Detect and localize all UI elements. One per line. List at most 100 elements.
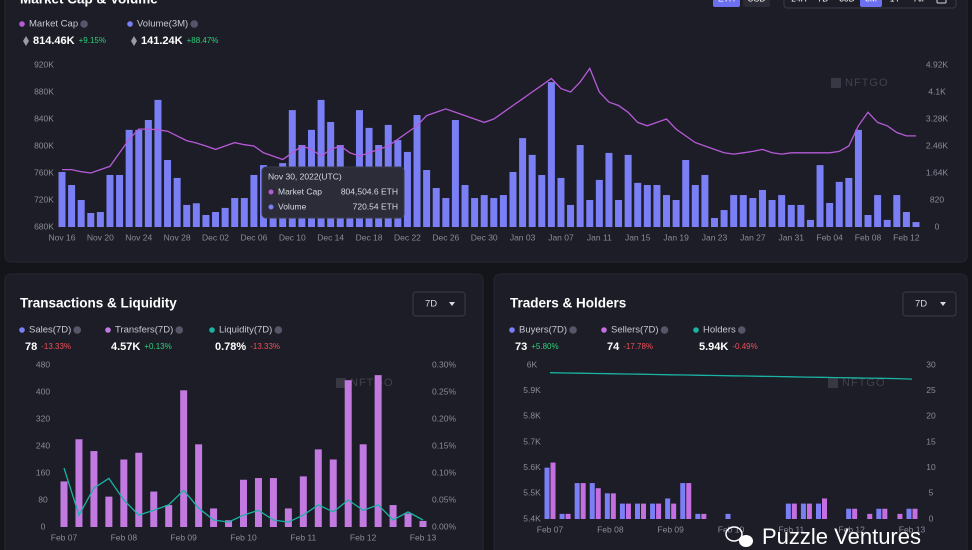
y2-tick-label: 5 xyxy=(929,488,934,498)
x-tick-label: Jan 19 xyxy=(663,232,689,242)
bar xyxy=(897,513,903,519)
info-icon xyxy=(73,326,82,334)
bar xyxy=(797,204,805,227)
bar xyxy=(589,483,595,519)
y-tick-label: 400 xyxy=(36,386,50,396)
bar xyxy=(480,195,488,227)
bar xyxy=(686,483,692,519)
legend-name: Transfers(7D) xyxy=(115,325,173,336)
x-tick-label: Jan 03 xyxy=(510,232,536,242)
legend-stat: 4.57K xyxy=(111,341,140,353)
bar xyxy=(106,174,114,227)
bar xyxy=(785,503,791,519)
bar xyxy=(519,138,527,227)
x-tick-label: Feb 13 xyxy=(410,532,437,542)
bar xyxy=(344,380,352,527)
bar xyxy=(565,513,571,519)
x-tick-label: Feb 09 xyxy=(170,532,197,542)
tooltip-box xyxy=(261,166,405,219)
bar xyxy=(538,174,546,227)
line xyxy=(549,372,913,380)
bar xyxy=(864,214,872,227)
legend-stat: 141.24K xyxy=(141,35,183,47)
tooltip-title: Nov 30, 2022(UTC) xyxy=(268,171,342,181)
bar xyxy=(403,151,411,227)
dropdown[interactable] xyxy=(902,291,957,317)
x-tick-label: Nov 24 xyxy=(125,232,152,242)
y2-tick-label: 820 xyxy=(930,194,944,204)
bar xyxy=(710,217,718,227)
bar xyxy=(490,198,498,227)
y-tick-label: 680K xyxy=(34,221,54,231)
range-toggle-label: 24H xyxy=(791,0,807,3)
bar xyxy=(87,213,95,227)
bar xyxy=(720,210,728,227)
bar xyxy=(672,200,680,227)
dropdown-label: 7D xyxy=(425,299,437,310)
bar xyxy=(874,195,882,227)
bar xyxy=(165,505,173,527)
bar xyxy=(550,462,556,519)
x-tick-label: Jan 27 xyxy=(740,232,766,242)
y2-tick-label: 0.05% xyxy=(432,494,457,504)
legend-dot xyxy=(209,327,215,333)
legend-dot xyxy=(601,327,607,333)
bar xyxy=(806,219,814,227)
panel xyxy=(4,0,968,263)
bar xyxy=(586,200,594,227)
x-tick-label: Dec 10 xyxy=(279,232,306,242)
bar xyxy=(635,503,640,519)
x-tick-label: Feb 07 xyxy=(51,532,78,542)
bar xyxy=(154,99,162,227)
bar xyxy=(202,214,210,227)
x-tick-label: Dec 02 xyxy=(202,232,229,242)
x-tick-label: Feb 04 xyxy=(816,232,843,242)
y2-tick-label: 15 xyxy=(926,436,936,446)
x-tick-label: Dec 14 xyxy=(317,232,344,242)
bar xyxy=(906,508,912,519)
bar xyxy=(665,498,671,519)
bar xyxy=(389,505,397,527)
bar xyxy=(135,452,143,527)
dropdown[interactable] xyxy=(412,291,466,317)
legend-change: +88.47% xyxy=(187,36,219,45)
currency-toggle[interactable] xyxy=(713,0,740,7)
panel xyxy=(493,273,968,550)
range-toggle[interactable] xyxy=(860,0,882,7)
bar xyxy=(210,508,218,527)
bar xyxy=(58,172,66,227)
bar xyxy=(164,159,172,227)
range-toggle-label: 1Y xyxy=(890,0,901,3)
y-tick-label: 840K xyxy=(34,113,54,123)
bar xyxy=(619,503,625,519)
bar xyxy=(574,483,580,519)
currency-toggle[interactable] xyxy=(743,0,770,7)
bar xyxy=(499,195,507,227)
bar xyxy=(567,204,575,227)
bar xyxy=(451,119,459,227)
bar xyxy=(605,152,613,227)
x-tick-label: Dec 18 xyxy=(356,232,383,242)
brand-icon xyxy=(739,535,753,547)
bar xyxy=(912,222,920,227)
y-tick-label: 5.4K xyxy=(523,513,541,523)
bar xyxy=(580,483,586,519)
y2-tick-label: 20 xyxy=(926,411,936,421)
legend-stat: 5.94K xyxy=(699,341,728,353)
legend-stat: 78 xyxy=(25,341,37,353)
bar xyxy=(547,82,555,227)
bar xyxy=(135,129,143,227)
x-tick-label: Feb 08 xyxy=(855,232,882,242)
y2-tick-label: 0.30% xyxy=(432,359,457,369)
bar xyxy=(846,508,852,519)
bar xyxy=(610,493,616,519)
y-tick-label: 5.6K xyxy=(523,462,541,472)
bar xyxy=(221,207,229,227)
tooltip-label: Market Cap xyxy=(278,186,322,196)
bar xyxy=(144,119,152,227)
bar xyxy=(854,129,862,227)
bar xyxy=(461,185,469,227)
y-tick-label: 80 xyxy=(38,494,48,504)
bar xyxy=(125,129,133,227)
y-tick-label: 480 xyxy=(36,359,50,369)
